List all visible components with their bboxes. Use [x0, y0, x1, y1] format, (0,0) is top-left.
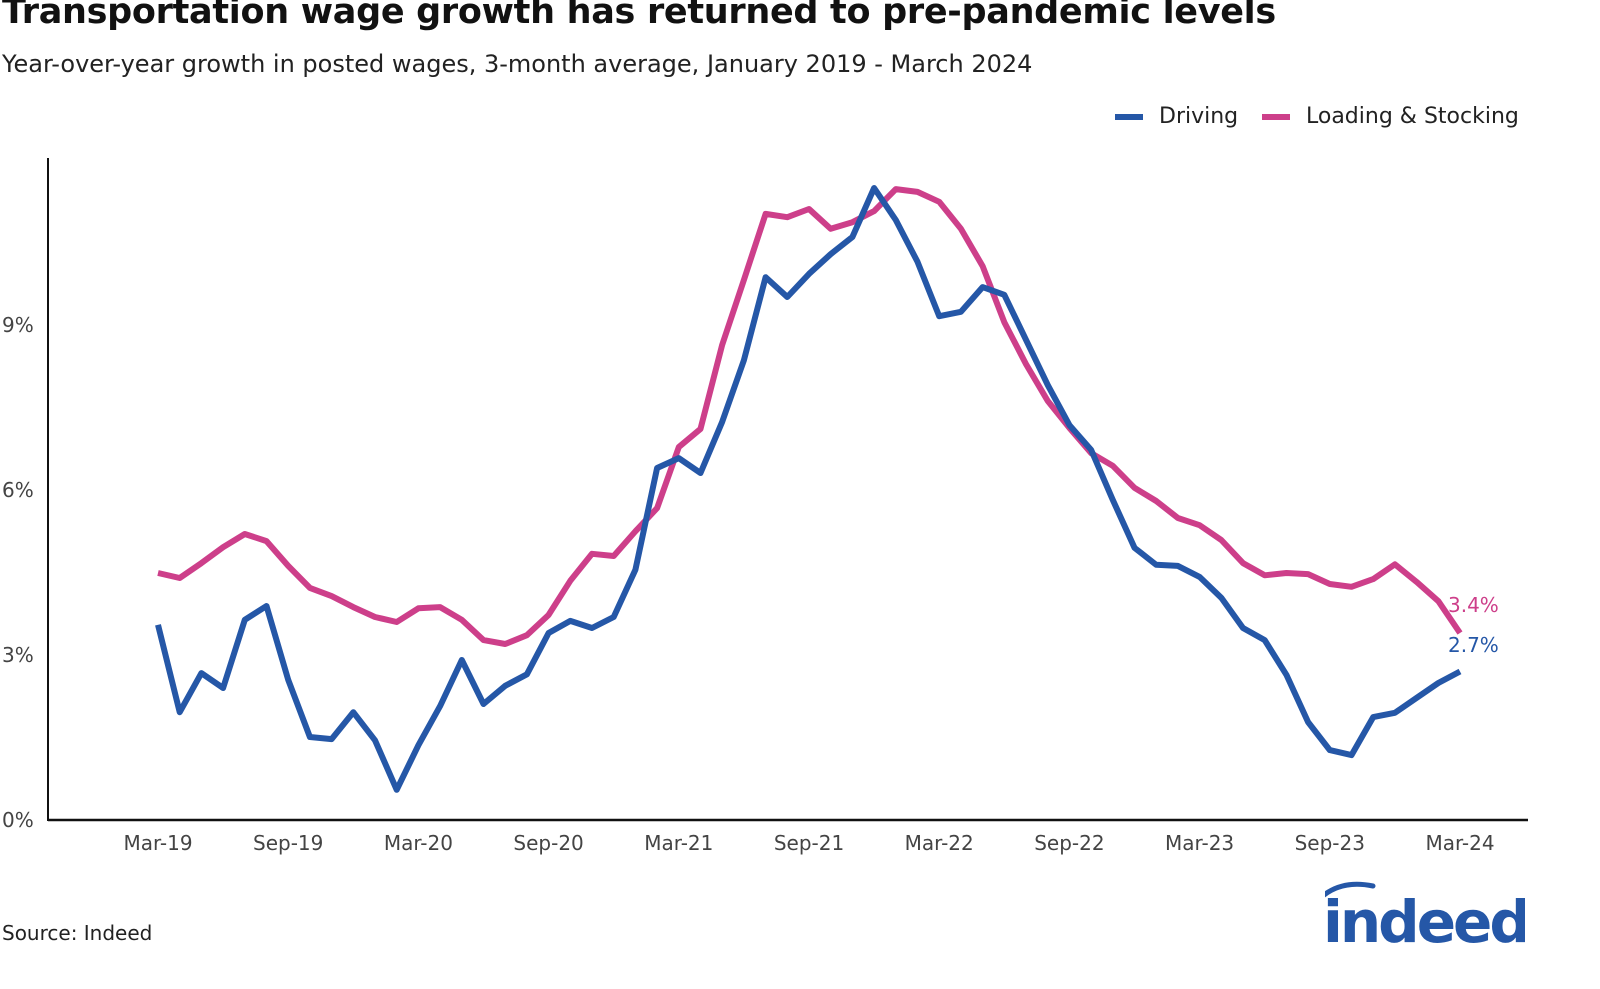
- series-line-loading-stocking: [157, 186, 1463, 647]
- legend-item-loading: Loading & Stocking: [1262, 104, 1519, 129]
- x-tick-label: Mar-20: [384, 831, 453, 855]
- y-tick-label: 6%: [2, 478, 34, 502]
- x-tick-label: Mar-24: [1425, 831, 1494, 855]
- legend-label-loading: Loading & Stocking: [1306, 104, 1519, 129]
- x-tick-label: Sep-21: [774, 831, 844, 855]
- indeed-logo: indeed: [1325, 881, 1525, 950]
- end-value-label: 3.4%: [1448, 593, 1499, 617]
- series-line-driving: [155, 185, 1462, 793]
- y-tick-label: 3%: [2, 643, 34, 667]
- legend-label-driving: Driving: [1159, 104, 1239, 129]
- end-value-label: 2.7%: [1448, 633, 1499, 657]
- legend-item-driving: Driving: [1115, 104, 1238, 129]
- x-tick-label: Mar-23: [1165, 831, 1234, 855]
- legend-swatch-loading: [1262, 113, 1290, 120]
- chart-subtitle: Year-over-year growth in posted wages, 3…: [2, 50, 1033, 78]
- x-tick-label: Sep-22: [1034, 831, 1104, 855]
- legend-swatch-driving: [1115, 113, 1143, 120]
- x-tick-label: Sep-20: [513, 831, 583, 855]
- chart-title: Transportation wage growth has returned …: [2, 0, 1276, 32]
- x-tick-label: Sep-19: [253, 831, 323, 855]
- x-tick-label: Sep-23: [1295, 831, 1365, 855]
- source-note: Source: Indeed: [2, 921, 153, 945]
- x-tick-label: Mar-22: [905, 831, 974, 855]
- x-tick-label: Mar-21: [644, 831, 713, 855]
- y-tick-label: 9%: [2, 313, 34, 337]
- svg-text:indeed: indeed: [1325, 888, 1525, 950]
- y-tick-label: 0%: [2, 808, 34, 832]
- x-tick-label: Mar-19: [123, 831, 192, 855]
